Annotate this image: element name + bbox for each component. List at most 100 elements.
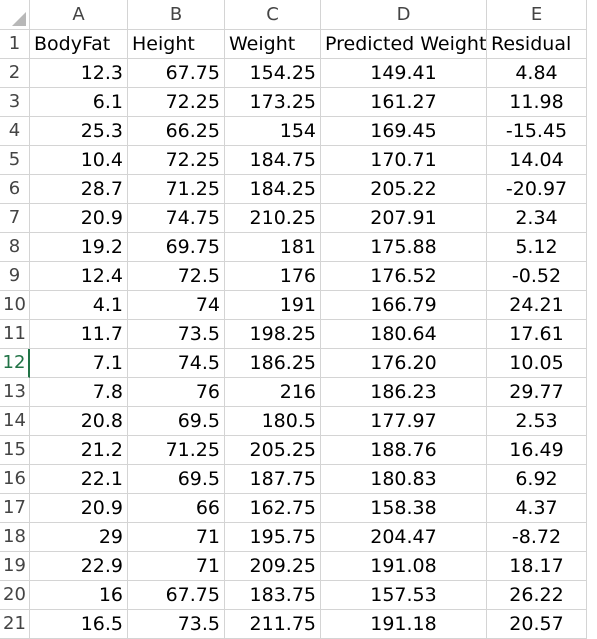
cell-e5[interactable]: 14.04 [487, 146, 587, 175]
column-header-e[interactable]: E [487, 0, 587, 30]
cell-a18[interactable]: 29 [30, 523, 128, 552]
row-header-2[interactable]: 2 [0, 59, 30, 88]
cell-e10[interactable]: 24.21 [487, 291, 587, 320]
cell-d15[interactable]: 188.76 [321, 436, 487, 465]
cell-a14[interactable]: 20.8 [30, 407, 128, 436]
cell-b13[interactable]: 76 [128, 378, 225, 407]
cell-b2[interactable]: 67.75 [128, 59, 225, 88]
cell-c13[interactable]: 216 [225, 378, 321, 407]
cell-e2[interactable]: 4.84 [487, 59, 587, 88]
cell-a1[interactable]: BodyFat [30, 30, 128, 59]
cell-a12[interactable]: 7.1 [30, 349, 128, 378]
cell-d6[interactable]: 205.22 [321, 175, 487, 204]
cell-b15[interactable]: 71.25 [128, 436, 225, 465]
cell-e6[interactable]: -20.97 [487, 175, 587, 204]
cell-c11[interactable]: 198.25 [225, 320, 321, 349]
cell-c10[interactable]: 191 [225, 291, 321, 320]
cell-b1[interactable]: Height [128, 30, 225, 59]
cell-d10[interactable]: 166.79 [321, 291, 487, 320]
row-header-1[interactable]: 1 [0, 30, 30, 59]
row-header-8[interactable]: 8 [0, 233, 30, 262]
row-header-14[interactable]: 14 [0, 407, 30, 436]
cell-d9[interactable]: 176.52 [321, 262, 487, 291]
cell-c17[interactable]: 162.75 [225, 494, 321, 523]
cell-a9[interactable]: 12.4 [30, 262, 128, 291]
cell-d16[interactable]: 180.83 [321, 465, 487, 494]
row-header-17[interactable]: 17 [0, 494, 30, 523]
cell-e7[interactable]: 2.34 [487, 204, 587, 233]
cell-a8[interactable]: 19.2 [30, 233, 128, 262]
cell-c20[interactable]: 183.75 [225, 581, 321, 610]
cell-b9[interactable]: 72.5 [128, 262, 225, 291]
cell-e14[interactable]: 2.53 [487, 407, 587, 436]
cell-a11[interactable]: 11.7 [30, 320, 128, 349]
row-header-21[interactable]: 21 [0, 610, 30, 639]
column-header-c[interactable]: C [225, 0, 321, 30]
cell-b18[interactable]: 71 [128, 523, 225, 552]
cell-d21[interactable]: 191.18 [321, 610, 487, 639]
column-header-b[interactable]: B [128, 0, 225, 30]
cell-c4[interactable]: 154 [225, 117, 321, 146]
cell-d8[interactable]: 175.88 [321, 233, 487, 262]
cell-e8[interactable]: 5.12 [487, 233, 587, 262]
cell-a3[interactable]: 6.1 [30, 88, 128, 117]
row-header-3[interactable]: 3 [0, 88, 30, 117]
cell-d2[interactable]: 149.41 [321, 59, 487, 88]
cell-e11[interactable]: 17.61 [487, 320, 587, 349]
cell-c18[interactable]: 195.75 [225, 523, 321, 552]
cell-e18[interactable]: -8.72 [487, 523, 587, 552]
cell-c19[interactable]: 209.25 [225, 552, 321, 581]
cell-c15[interactable]: 205.25 [225, 436, 321, 465]
select-all-corner[interactable] [0, 0, 30, 30]
cell-b4[interactable]: 66.25 [128, 117, 225, 146]
cell-b7[interactable]: 74.75 [128, 204, 225, 233]
cell-b3[interactable]: 72.25 [128, 88, 225, 117]
cell-b8[interactable]: 69.75 [128, 233, 225, 262]
cell-b12[interactable]: 74.5 [128, 349, 225, 378]
row-header-10[interactable]: 10 [0, 291, 30, 320]
column-header-a[interactable]: A [30, 0, 128, 30]
row-header-19[interactable]: 19 [0, 552, 30, 581]
cell-e3[interactable]: 11.98 [487, 88, 587, 117]
cell-a16[interactable]: 22.1 [30, 465, 128, 494]
row-header-13[interactable]: 13 [0, 378, 30, 407]
cell-e21[interactable]: 20.57 [487, 610, 587, 639]
cell-d3[interactable]: 161.27 [321, 88, 487, 117]
cell-e9[interactable]: -0.52 [487, 262, 587, 291]
row-header-9[interactable]: 9 [0, 262, 30, 291]
cell-c6[interactable]: 184.25 [225, 175, 321, 204]
cell-d12[interactable]: 176.20 [321, 349, 487, 378]
cell-b20[interactable]: 67.75 [128, 581, 225, 610]
cell-d7[interactable]: 207.91 [321, 204, 487, 233]
cell-d19[interactable]: 191.08 [321, 552, 487, 581]
cell-b19[interactable]: 71 [128, 552, 225, 581]
cell-a20[interactable]: 16 [30, 581, 128, 610]
cell-d4[interactable]: 169.45 [321, 117, 487, 146]
cell-c3[interactable]: 173.25 [225, 88, 321, 117]
cell-c9[interactable]: 176 [225, 262, 321, 291]
cell-a19[interactable]: 22.9 [30, 552, 128, 581]
cell-c16[interactable]: 187.75 [225, 465, 321, 494]
cell-b6[interactable]: 71.25 [128, 175, 225, 204]
cell-a21[interactable]: 16.5 [30, 610, 128, 639]
cell-a17[interactable]: 20.9 [30, 494, 128, 523]
cell-d18[interactable]: 204.47 [321, 523, 487, 552]
cell-b21[interactable]: 73.5 [128, 610, 225, 639]
cell-d5[interactable]: 170.71 [321, 146, 487, 175]
cell-b5[interactable]: 72.25 [128, 146, 225, 175]
cell-c7[interactable]: 210.25 [225, 204, 321, 233]
cell-a4[interactable]: 25.3 [30, 117, 128, 146]
cell-b10[interactable]: 74 [128, 291, 225, 320]
cell-e19[interactable]: 18.17 [487, 552, 587, 581]
cell-a2[interactable]: 12.3 [30, 59, 128, 88]
row-header-6[interactable]: 6 [0, 175, 30, 204]
cell-d14[interactable]: 177.97 [321, 407, 487, 436]
cell-c21[interactable]: 211.75 [225, 610, 321, 639]
row-header-11[interactable]: 11 [0, 320, 30, 349]
cell-b16[interactable]: 69.5 [128, 465, 225, 494]
cell-c1[interactable]: Weight [225, 30, 321, 59]
cell-e17[interactable]: 4.37 [487, 494, 587, 523]
cell-d17[interactable]: 158.38 [321, 494, 487, 523]
row-header-18[interactable]: 18 [0, 523, 30, 552]
